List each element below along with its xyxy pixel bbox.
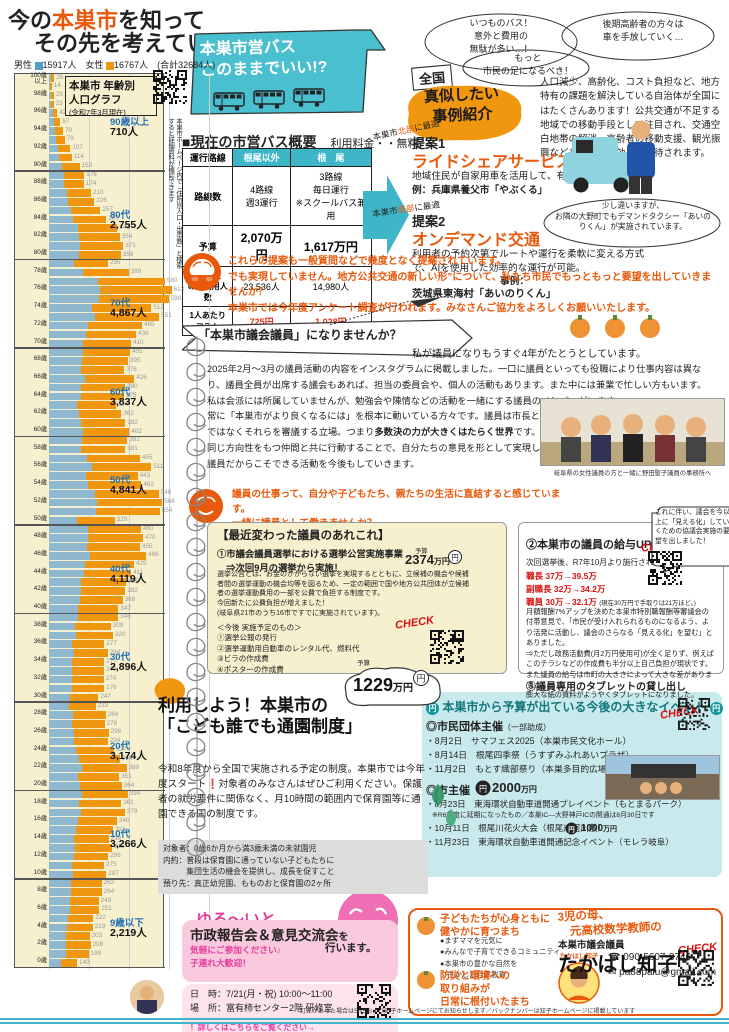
svg-text:円: 円	[416, 674, 425, 684]
svg-text:円: 円	[568, 826, 575, 834]
svg-text:円: 円	[479, 785, 487, 794]
svg-text:円: 円	[451, 553, 459, 562]
